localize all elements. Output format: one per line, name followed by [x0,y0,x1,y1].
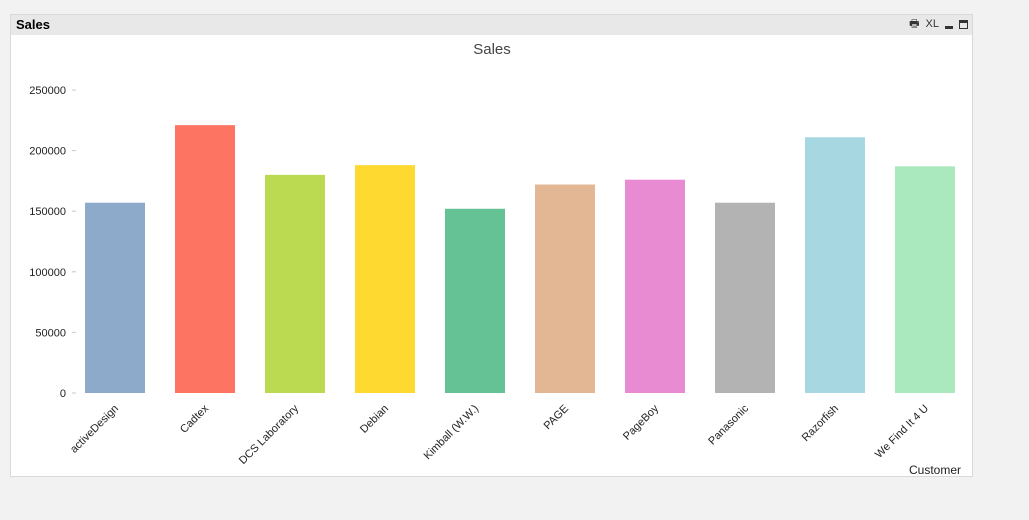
x-tick-label: Kimball (W.W.) [422,403,481,462]
bar-cadtex[interactable] [175,125,235,393]
x-tick-label: We Find It 4 U [873,403,931,461]
y-tick-label: 250000 [29,85,66,97]
x-tick-label: Debian [358,403,391,436]
y-tick-label: 0 [60,388,66,400]
y-tick-label: 100000 [29,267,66,279]
x-tick-label: Razorfish [800,403,841,444]
chart-title: Sales [473,41,511,58]
excel-export-icon[interactable]: XL [925,18,939,30]
bar-dcs-laboratory[interactable] [265,174,325,393]
x-axis-label: Customer [909,463,961,477]
maximize-icon[interactable] [959,19,968,29]
y-tick-label: 200000 [29,146,66,158]
x-tick-label: PageBoy [621,402,661,442]
caption-bar[interactable]: Sales 🖶 XL [11,15,972,35]
x-tick-label: DCS Laboratory [237,402,302,467]
bar-page[interactable] [535,184,595,393]
bar-activedesign[interactable] [85,202,145,393]
bar-panasonic[interactable] [715,202,775,393]
caption-title: Sales [16,17,50,32]
y-tick-label: 150000 [29,206,66,218]
bar-debian[interactable] [355,165,415,393]
y-axis: 0 50000 100000 150000 200000 250000 [29,85,76,400]
bar-kimball-w-w[interactable] [445,208,505,393]
bar-pageboy[interactable] [625,179,685,393]
x-axis: activeDesign Cadtex DCS Laboratory Debian Ki… [68,402,931,467]
minimize-icon[interactable] [945,25,953,29]
x-tick-label: activeDesign [68,403,121,456]
bar-we-find-it-4-u[interactable] [895,166,955,393]
bars [85,125,955,393]
caption-icons: 🖶 XL [909,18,968,30]
x-tick-label: Panasonic [706,402,751,447]
bar-razorfish[interactable] [805,137,865,393]
x-tick-label: Cadtex [178,402,211,435]
x-tick-label: PAGE [542,403,572,433]
y-tick-label: 50000 [35,327,66,339]
print-icon[interactable]: 🖶 [909,18,920,30]
